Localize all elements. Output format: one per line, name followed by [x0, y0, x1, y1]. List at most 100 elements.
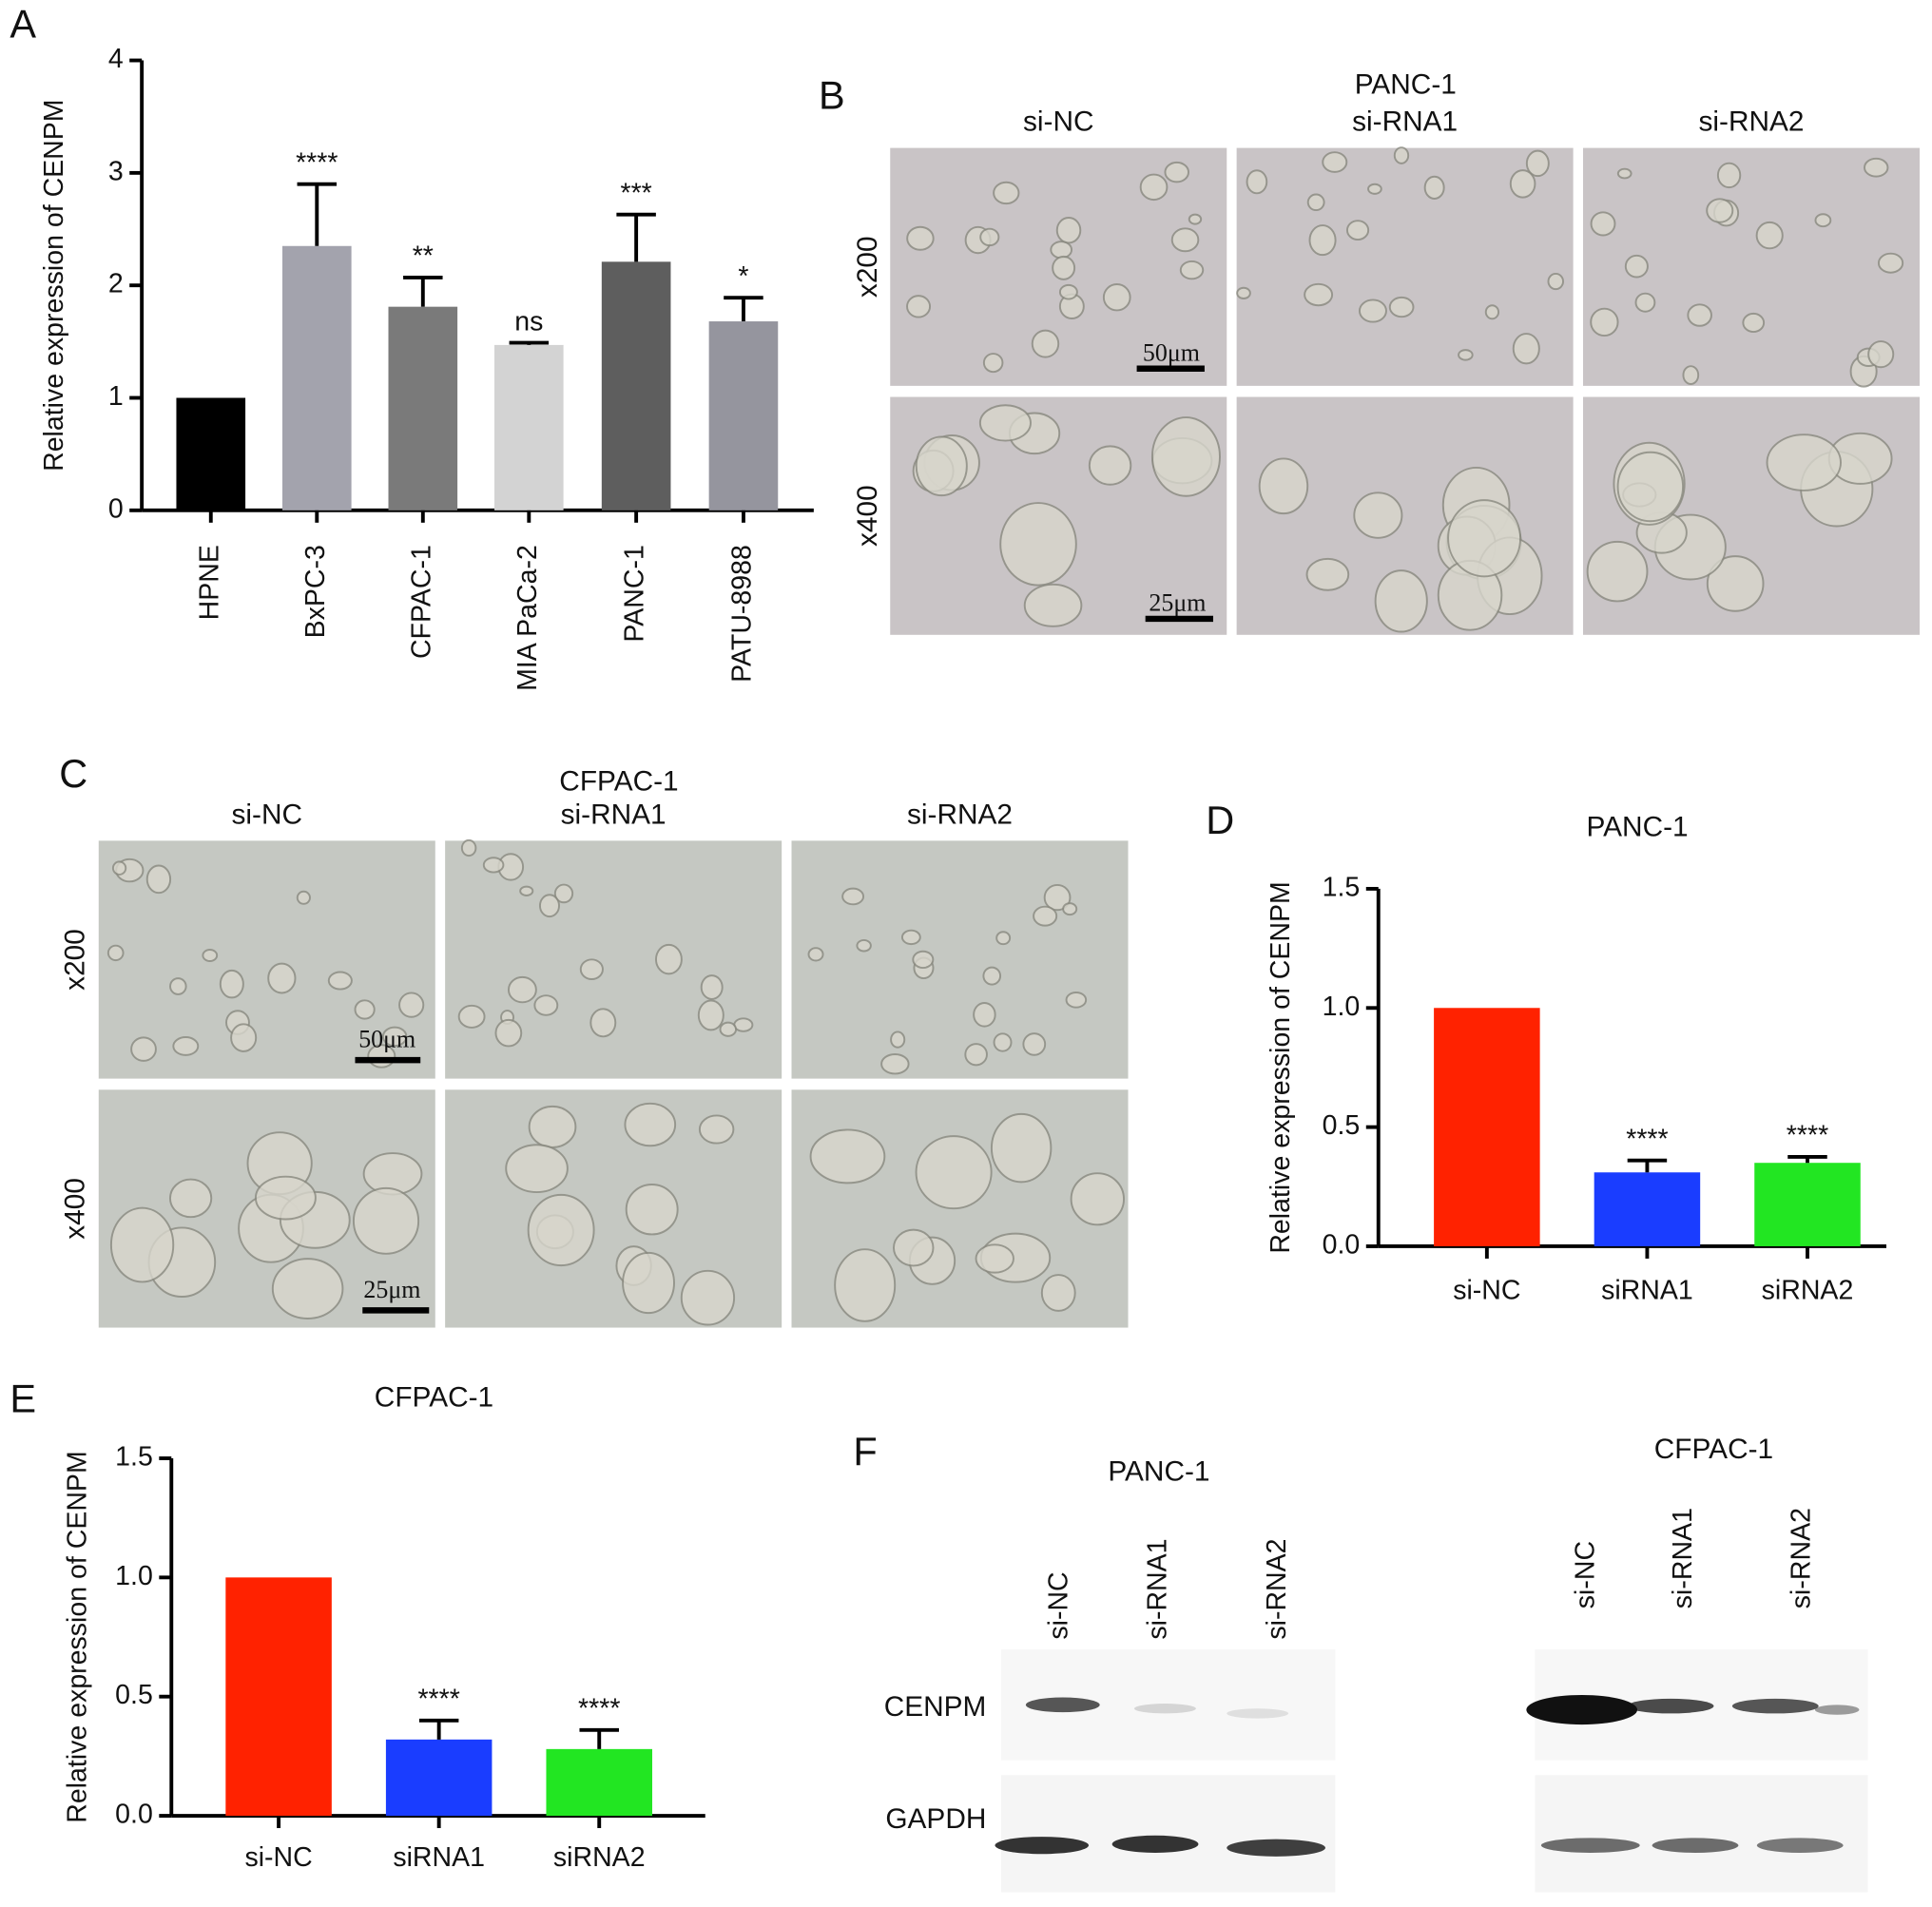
cell	[1150, 416, 1221, 497]
cell	[172, 1036, 200, 1056]
lane-label: si-NC	[1044, 1571, 1074, 1639]
cell	[733, 1017, 754, 1032]
y-tick-label: 0.5	[115, 1680, 153, 1710]
cell	[1716, 162, 1742, 189]
bar	[281, 245, 352, 510]
x-tick-label: PANC-1	[620, 545, 650, 642]
cell	[1388, 296, 1415, 318]
y-axis-label: Relative expression of CENPM	[63, 1451, 93, 1822]
micrograph	[445, 840, 782, 1079]
cell	[900, 929, 921, 946]
y-tick-label: 2	[108, 269, 124, 299]
band	[1025, 1697, 1100, 1713]
band	[1227, 1839, 1325, 1857]
significance: ****	[296, 147, 338, 178]
cell	[1525, 149, 1550, 178]
cell	[296, 890, 311, 905]
cell	[1050, 241, 1073, 260]
y-tick-label: 1.5	[1323, 872, 1361, 902]
bar	[1594, 1172, 1701, 1246]
cell	[1682, 365, 1700, 385]
cell	[1867, 340, 1895, 369]
cell	[1755, 221, 1784, 250]
cell	[527, 1193, 595, 1267]
cell	[993, 1032, 1013, 1052]
significance: **	[413, 241, 434, 272]
panel-label: A	[10, 1, 36, 46]
chart-title: CFPAC-1	[375, 1382, 493, 1414]
cell	[1246, 169, 1268, 195]
band	[1134, 1704, 1196, 1714]
cell	[1304, 282, 1334, 307]
bar	[601, 261, 671, 510]
cell	[1393, 146, 1410, 164]
bar	[385, 1739, 493, 1817]
x-tick-label: siRNA1	[393, 1842, 485, 1873]
cell	[1102, 283, 1131, 312]
cell	[993, 181, 1020, 205]
column-label: si-RNA2	[907, 799, 1013, 830]
panel-label: D	[1206, 798, 1234, 842]
cell	[327, 971, 353, 991]
cell	[915, 1135, 993, 1210]
cell	[1814, 213, 1832, 228]
cell	[168, 1178, 213, 1219]
cell	[1586, 540, 1649, 603]
bar	[176, 397, 246, 510]
cell	[979, 227, 1000, 247]
micrograph-group-title: CFPAC-1	[559, 765, 678, 797]
lane-label: si-RNA2	[1262, 1538, 1292, 1639]
cell	[254, 1175, 317, 1221]
scale-bar-label: 50μm	[358, 1026, 415, 1053]
cell	[1070, 1172, 1126, 1226]
cell	[1706, 555, 1765, 612]
y-axis-label: Relative expression of CENPM	[1265, 881, 1296, 1253]
significance: ****	[1787, 1121, 1828, 1151]
significance: ****	[417, 1685, 459, 1715]
band	[995, 1837, 1090, 1855]
cell	[494, 1018, 523, 1048]
column-label: si-NC	[232, 799, 303, 830]
cell	[834, 1248, 897, 1322]
cell	[533, 994, 559, 1016]
protein-label: GAPDH	[885, 1803, 986, 1835]
cell	[995, 931, 1012, 946]
cell	[519, 885, 534, 896]
cell	[1043, 883, 1072, 912]
row-label: x200	[59, 929, 90, 991]
bar	[225, 1577, 332, 1817]
cell	[1687, 303, 1712, 327]
cell	[698, 1114, 735, 1145]
cell	[1170, 227, 1200, 253]
panel-label: C	[59, 751, 87, 796]
cell	[1547, 272, 1565, 291]
x-tick-label: si-NC	[1453, 1275, 1520, 1305]
cell	[398, 992, 425, 1018]
cell	[890, 1031, 906, 1049]
bar	[546, 1748, 652, 1817]
y-tick-label: 1.0	[1323, 992, 1361, 1022]
scale-bar-label: 25μm	[363, 1276, 420, 1303]
cell	[978, 404, 1032, 442]
x-tick-label: siRNA1	[1601, 1275, 1693, 1305]
error-bar	[1787, 1155, 1827, 1164]
column-label: si-NC	[1023, 106, 1094, 138]
cell	[1065, 992, 1088, 1009]
cell	[1358, 299, 1387, 323]
band	[1731, 1698, 1819, 1714]
cell	[973, 1002, 996, 1028]
cell	[267, 962, 297, 994]
lane-label: si-RNA2	[1786, 1508, 1816, 1608]
cell	[700, 974, 724, 1000]
cell	[130, 1036, 157, 1062]
band	[1227, 1708, 1289, 1719]
cell	[354, 999, 376, 1020]
y-tick-label: 0.0	[1323, 1229, 1361, 1260]
cell	[1258, 457, 1309, 515]
band	[1756, 1838, 1844, 1853]
y-tick-label: 0	[108, 493, 124, 524]
error-bar	[616, 212, 656, 262]
cell	[856, 938, 872, 953]
cell	[1188, 213, 1203, 225]
